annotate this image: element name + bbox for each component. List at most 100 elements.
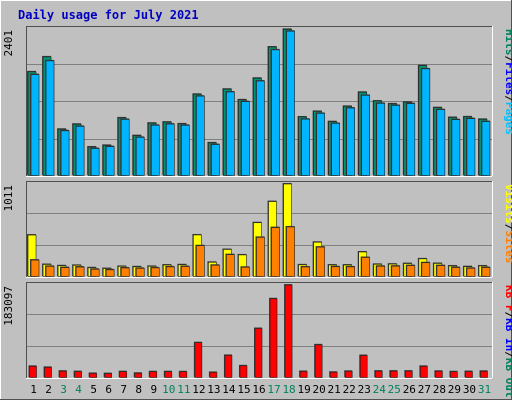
- legend-separator: /: [503, 312, 512, 319]
- chart-title: Daily usage for July 2021: [18, 8, 199, 22]
- x-tick-label: 22: [343, 383, 356, 396]
- bar-kb-f: [224, 355, 233, 378]
- bar-sites: [346, 266, 355, 277]
- y-max-label: 1011: [2, 185, 15, 212]
- bar-sites: [391, 265, 401, 277]
- legend: Visits/Sites: [503, 184, 512, 264]
- x-tick-label: 12: [192, 383, 205, 396]
- legend-entry: KB Out: [503, 358, 512, 398]
- bar-kb-f: [179, 371, 188, 378]
- bar-files: [226, 91, 235, 176]
- bar-sites: [466, 267, 476, 277]
- bar-sites: [105, 269, 115, 277]
- legend-entry: KB F: [503, 285, 512, 312]
- bar-sites: [406, 265, 416, 277]
- bar-kb-f: [164, 371, 173, 378]
- x-tick-label: 26: [403, 383, 416, 396]
- legend-entry: Hits: [503, 29, 512, 56]
- bar-sites: [226, 254, 235, 277]
- bar-kb-f: [344, 370, 353, 378]
- bar-kb-f: [374, 370, 383, 378]
- legend-entry: Files: [503, 62, 512, 95]
- bar-kb-f: [89, 373, 97, 378]
- x-tick-label: 11: [177, 383, 190, 396]
- bar-files: [30, 74, 40, 176]
- x-tick-label: 20: [313, 383, 326, 396]
- x-tick-label: 13: [207, 383, 220, 396]
- bar-files: [316, 113, 325, 176]
- bar-sites: [75, 266, 85, 277]
- x-tick-label: 10: [162, 383, 175, 396]
- bar-files: [120, 119, 130, 176]
- x-tick-label: 19: [297, 383, 310, 396]
- bar-kb-f: [314, 344, 323, 378]
- bar-sites: [166, 266, 175, 277]
- bar-files: [421, 68, 431, 176]
- bar-kb-f: [239, 365, 248, 378]
- bar-files: [135, 137, 145, 176]
- x-tick-label: 7: [120, 383, 127, 396]
- x-tick-label: 24: [373, 383, 387, 396]
- bar-kb-f: [134, 372, 143, 378]
- bar-files: [376, 103, 386, 176]
- bar-kb-f: [104, 373, 112, 378]
- bar-sites: [30, 259, 40, 277]
- bar-files: [166, 123, 175, 176]
- bar-files: [150, 124, 160, 176]
- bar-sites: [481, 267, 491, 277]
- legend-entry: Sites: [503, 230, 512, 263]
- bar-kb-f: [435, 370, 443, 378]
- bar-sites: [196, 245, 205, 277]
- legend-separator: /: [503, 95, 512, 102]
- bar-sites: [120, 267, 130, 277]
- bar-sites: [241, 266, 250, 277]
- bar-files: [181, 125, 190, 176]
- bar-kb-f: [450, 371, 458, 378]
- x-tick-label: 14: [222, 383, 236, 396]
- x-tick-label: 21: [328, 383, 341, 396]
- x-tick-label: 1: [30, 383, 37, 396]
- legend-entry: Visits: [503, 184, 512, 224]
- bar-sites: [60, 267, 70, 277]
- bar-files: [90, 148, 100, 176]
- x-tick-label: 9: [150, 383, 157, 396]
- x-tick-label: 31: [478, 383, 491, 396]
- x-tick-label: 25: [388, 383, 401, 396]
- bar-kb-f: [269, 298, 278, 378]
- x-tick-label: 18: [282, 383, 295, 396]
- bar-kb-f: [209, 372, 218, 378]
- bar-files: [211, 144, 220, 176]
- bar-sites: [286, 226, 295, 277]
- bar-sites: [90, 268, 100, 277]
- bar-sites: [301, 266, 310, 277]
- bar-files: [466, 118, 476, 176]
- bar-files: [241, 101, 250, 176]
- x-tick-label: 15: [237, 383, 250, 396]
- x-tick-label: 3: [60, 383, 67, 396]
- bar-files: [451, 119, 461, 176]
- bar-kb-f: [194, 342, 203, 378]
- bar-kb-f: [480, 370, 488, 378]
- bar-kb-f: [284, 284, 293, 378]
- bar-files: [481, 121, 491, 176]
- bar-kb-f: [119, 371, 128, 378]
- bar-sites: [181, 266, 190, 277]
- legend-entry: KB In: [503, 318, 512, 351]
- bar-sites: [135, 268, 145, 277]
- bar-files: [331, 123, 340, 176]
- bar-kb-f: [359, 355, 368, 378]
- bar-kb-f: [420, 366, 428, 378]
- x-tick-label: 5: [90, 383, 97, 396]
- bar-files: [346, 107, 355, 176]
- bar-kb-f: [29, 366, 37, 378]
- bar-kb-f: [254, 328, 263, 378]
- x-axis-labels: 1 2 3 4 5 6 7 8 9 10 11 12 13 14 15 16 17 18 19 20 21 22 23 24 2…: [30, 383, 491, 396]
- bar-sites: [316, 246, 325, 277]
- legend-entry: Pages: [503, 102, 512, 135]
- x-tick-label: 27: [418, 383, 431, 396]
- bar-files: [75, 126, 85, 176]
- y-max-label: 2401: [2, 30, 15, 57]
